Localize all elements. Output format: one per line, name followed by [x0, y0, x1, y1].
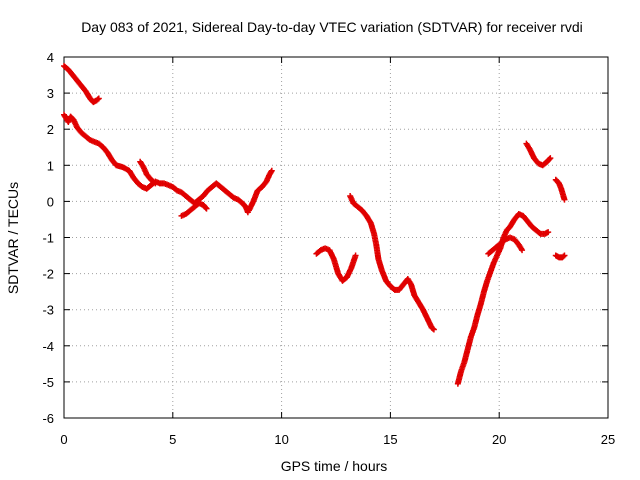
data-point-marker: [95, 95, 102, 102]
data-segment: [485, 234, 526, 257]
x-axis-label: GPS time / hours: [281, 458, 388, 474]
x-tick-label: 0: [60, 432, 67, 447]
data-point-marker: [429, 325, 436, 332]
y-tick-label: -4: [42, 339, 54, 354]
y-tick-label: 3: [47, 86, 54, 101]
y-axis-label: SDTVAR / TECUs: [5, 182, 21, 294]
y-tick-label: -2: [42, 267, 54, 282]
data-segment: [552, 252, 568, 261]
data-point-marker: [561, 252, 568, 259]
data-segment: [523, 140, 554, 169]
data-point-marker: [430, 326, 437, 333]
data-point-marker: [546, 155, 553, 162]
data-point-marker: [268, 167, 275, 174]
data-point-marker: [202, 204, 209, 211]
data-point-marker: [151, 179, 158, 186]
data-point-marker: [547, 155, 554, 162]
data-point-marker: [352, 252, 359, 259]
data-point-marker: [545, 229, 552, 236]
x-tick-label: 15: [383, 432, 397, 447]
data-segment: [245, 167, 275, 214]
y-tick-label: 0: [47, 194, 54, 209]
data-point-marker: [203, 205, 210, 212]
data-points: [61, 63, 568, 387]
data-segment: [61, 111, 251, 216]
data-point-marker: [152, 180, 159, 187]
x-tick-label: 20: [492, 432, 506, 447]
data-segment: [61, 63, 102, 106]
y-tick-label: -1: [42, 231, 54, 246]
y-tick-label: -6: [42, 411, 54, 426]
x-tick-label: 10: [274, 432, 288, 447]
y-tick-label: -3: [42, 303, 54, 318]
data-segment: [313, 245, 359, 284]
data-point-marker: [519, 247, 526, 254]
y-tick-label: 1: [47, 158, 54, 173]
data-segment: [137, 158, 159, 187]
data-point-marker: [560, 253, 567, 260]
x-tick-label: 5: [169, 432, 176, 447]
x-tick-label: 25: [601, 432, 615, 447]
data-segment: [178, 200, 210, 219]
data-point-marker: [561, 196, 568, 203]
data-point-marker: [94, 96, 101, 103]
y-tick-label: 2: [47, 122, 54, 137]
y-tick-label: 4: [47, 50, 54, 65]
grid: [64, 57, 608, 418]
data-segment: [552, 176, 568, 203]
data-segment: [347, 192, 437, 333]
y-tick-label: -5: [42, 375, 54, 390]
chart-title: Day 083 of 2021, Sidereal Day-to-day VTE…: [81, 19, 583, 35]
axis-ticks: -6 -5 -4 -3 -2 -1 0 1 2 3 4 0 5 10 15 20 25: [42, 50, 615, 447]
